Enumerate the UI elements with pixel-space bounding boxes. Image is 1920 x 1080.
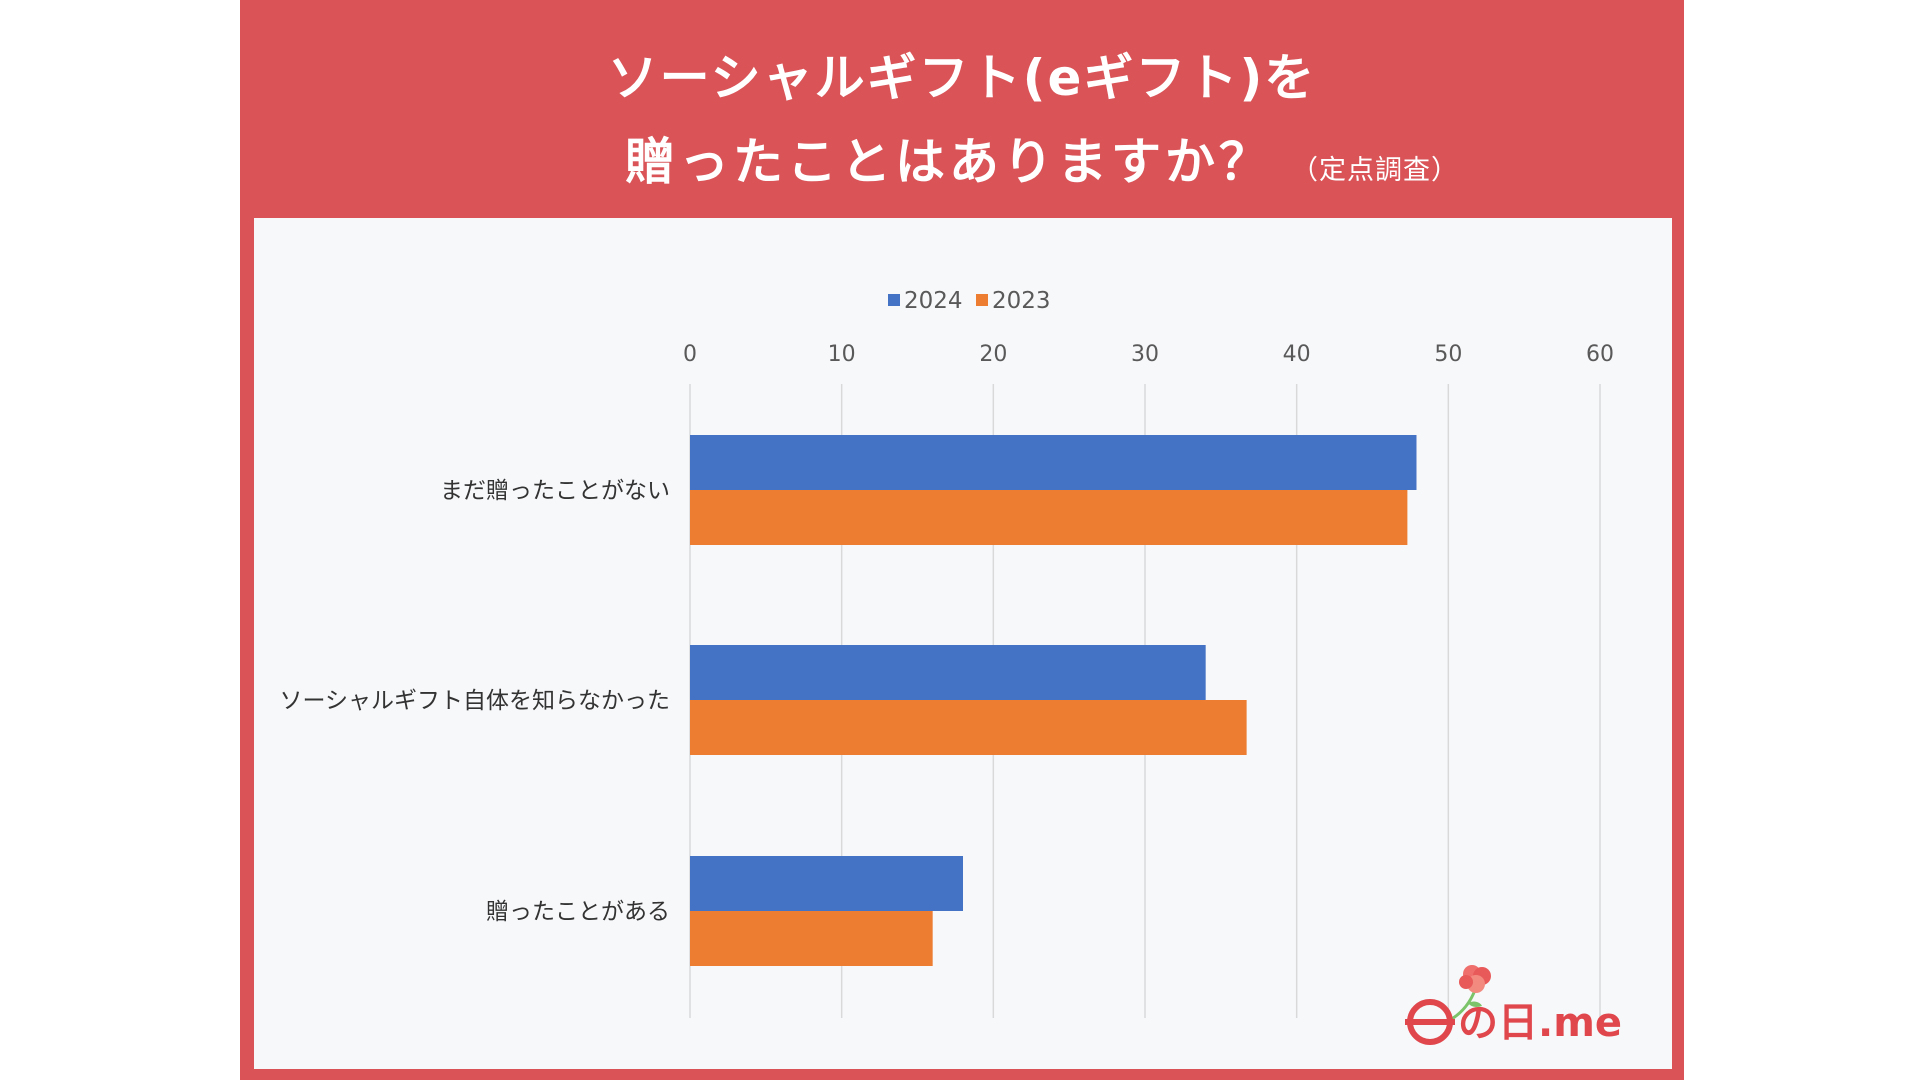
x-tick-label: 60 [1586,342,1614,367]
legend-swatch-2023 [976,294,988,306]
x-tick-label: 0 [683,342,697,367]
chart-title-line-2-text: 贈ったことはありますか？ [625,133,1273,191]
legend-label-2023: 2023 [992,288,1051,314]
category-label: ソーシャルギフト自体を知らなかった [279,688,670,714]
chart-title-line-2: 贈ったことはありますか？ （定点調査） [625,122,1459,194]
bar-2024-1 [690,435,1417,490]
bar-2024-3 [690,856,963,911]
logo-text: の日.me [1458,1000,1622,1046]
x-tick-label: 50 [1434,342,1462,367]
carnation-flower-icon [1449,965,1491,1022]
bar-2024-2 [690,645,1206,700]
legend-label-2024: 2024 [904,288,963,314]
x-tick-label: 40 [1283,342,1311,367]
bar-2023-2 [690,700,1247,755]
brand-logo: の日.me [1405,965,1622,1046]
chart-title-note: （定点調査） [1291,155,1459,186]
bar-2023-1 [690,490,1408,545]
x-tick-label: 20 [979,342,1007,367]
chart-title-line-1: ソーシャルギフト(eギフト)を [607,49,1317,107]
x-tick-label: 30 [1131,342,1159,367]
category-label: 贈ったことがある [486,899,670,925]
bar-2023-3 [690,911,933,966]
chart-panel [254,218,1672,1069]
category-label: まだ贈ったことがない [440,478,670,504]
mother-glyph-icon [1405,999,1455,1045]
legend-swatch-2024 [888,294,900,306]
x-tick-label: 10 [828,342,856,367]
